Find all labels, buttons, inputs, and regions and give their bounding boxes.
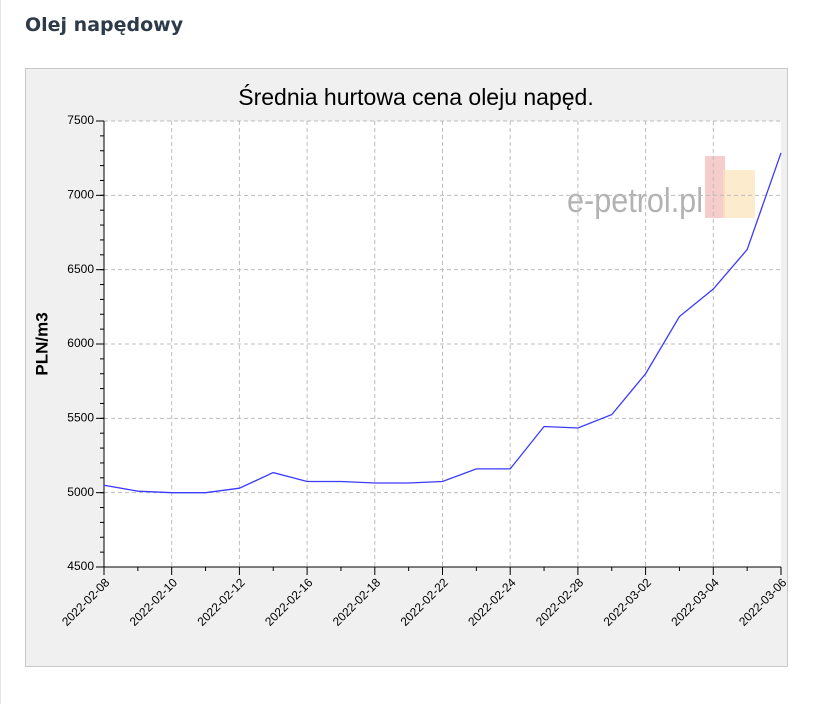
- y-tick-label: 7500: [67, 113, 94, 127]
- y-tick-label: 7000: [67, 188, 94, 202]
- section-title: Olej napędowy: [25, 14, 184, 36]
- data-line: [103, 152, 782, 494]
- watermark-logo: [705, 156, 725, 218]
- y-tick-label: 6500: [67, 262, 94, 276]
- y-tick-label: 5000: [67, 485, 94, 499]
- y-axis-label: PLN/m3: [32, 312, 51, 375]
- y-tick-label: 4500: [67, 559, 94, 573]
- watermark: e-petrol.pl: [567, 182, 703, 220]
- y-tick-label: 5500: [67, 411, 94, 425]
- y-tick-label: 6000: [67, 336, 94, 350]
- watermark-logo: [723, 170, 755, 218]
- chart-title: Średnia hurtowa cena oleju napęd.: [238, 83, 593, 110]
